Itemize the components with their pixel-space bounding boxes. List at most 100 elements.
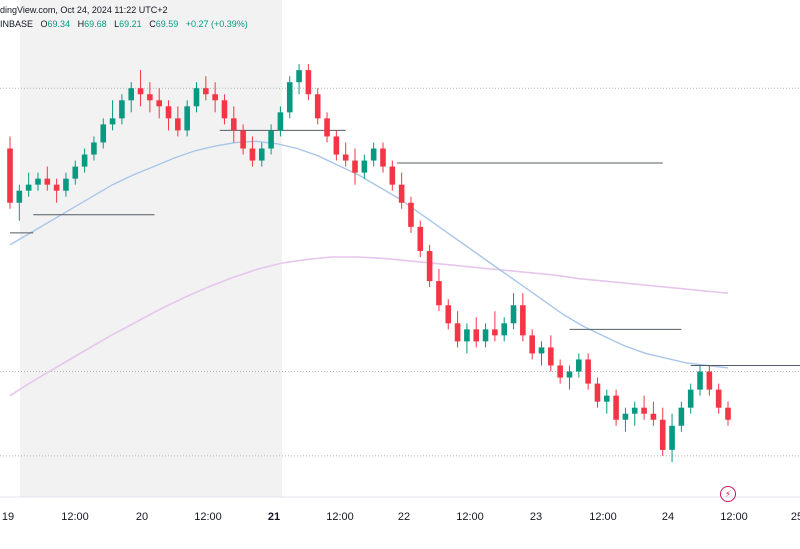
candle-body <box>576 359 582 372</box>
candle-body <box>100 124 107 143</box>
candle <box>557 359 563 384</box>
candle <box>296 64 302 95</box>
candle <box>538 341 545 366</box>
candle <box>240 124 246 155</box>
candle <box>725 401 731 426</box>
candle-body <box>230 118 237 131</box>
candle <box>91 136 97 161</box>
candle-body <box>426 250 433 282</box>
session-shade <box>20 0 282 497</box>
candle-body <box>631 407 638 414</box>
candle-body <box>594 383 601 402</box>
candle <box>669 413 675 462</box>
candle <box>380 142 386 173</box>
candle-body <box>445 305 452 324</box>
candle-body <box>72 166 79 179</box>
candle-body <box>212 94 218 101</box>
candle-body <box>147 94 153 101</box>
x-tick-label: 24 <box>662 511 674 523</box>
candle-body <box>641 407 647 414</box>
slow-moving-average-line <box>9 256 729 397</box>
candle-body <box>240 130 246 149</box>
candle-body <box>184 106 190 131</box>
candle-body <box>7 148 13 203</box>
candle <box>510 293 517 330</box>
candle-body <box>380 148 386 167</box>
candle-body <box>566 371 573 378</box>
fast-moving-average-line <box>9 140 729 369</box>
candle-body <box>473 329 480 342</box>
candle <box>482 323 489 348</box>
candle <box>398 172 405 209</box>
change-value: +0.27 (+0.39%) <box>185 19 248 29</box>
candle <box>35 172 41 191</box>
candle <box>72 160 79 185</box>
exchange-name: INBASE <box>0 19 34 29</box>
candle <box>53 178 60 203</box>
candle <box>678 401 685 432</box>
x-tick-label: 20 <box>136 511 148 523</box>
candle-body <box>669 425 675 450</box>
candle <box>603 389 610 414</box>
candle-body <box>193 88 200 107</box>
flash-icon[interactable]: ⚡ <box>720 486 736 502</box>
x-tick-label: 12:00 <box>456 511 484 523</box>
candle-body <box>44 178 51 185</box>
candle-body <box>725 407 731 420</box>
candle <box>417 220 424 257</box>
candle <box>314 88 321 125</box>
candle-body <box>454 323 461 342</box>
candle <box>454 311 461 348</box>
low-label: L <box>114 19 120 29</box>
candle <box>342 142 349 167</box>
candle <box>100 118 107 149</box>
candle <box>613 389 619 426</box>
candle-body <box>492 329 498 336</box>
candle-body <box>296 70 302 83</box>
candle-body <box>221 100 228 119</box>
candle-body <box>370 148 377 161</box>
candle <box>16 184 23 221</box>
candle <box>361 154 368 179</box>
candle-body <box>417 226 424 251</box>
candle <box>128 82 135 113</box>
candle <box>203 76 209 101</box>
candle-body <box>63 178 69 191</box>
x-tick-label: 12:00 <box>194 511 222 523</box>
candle <box>156 88 162 119</box>
candle <box>370 142 377 167</box>
candle-body <box>342 154 349 161</box>
candle-body <box>314 94 321 119</box>
candle <box>193 82 200 113</box>
candle-body <box>203 88 209 95</box>
close-label: C <box>149 19 156 29</box>
candle <box>445 299 452 330</box>
candle <box>333 130 340 161</box>
candle <box>426 244 433 288</box>
candle-body <box>25 184 32 191</box>
x-tick-label: 12:00 <box>720 511 748 523</box>
candle-body <box>305 70 312 95</box>
candle <box>566 365 573 390</box>
low-value: 69.21 <box>119 19 142 29</box>
candle <box>576 353 582 378</box>
x-tick-label: 25 <box>791 511 800 523</box>
candle <box>622 407 629 432</box>
open-label: O <box>40 19 48 29</box>
candle-body <box>715 389 722 408</box>
candle <box>212 82 218 113</box>
candle <box>44 166 51 191</box>
candle-body <box>137 88 144 95</box>
candle <box>147 82 153 113</box>
candle-body <box>510 305 517 324</box>
candle <box>697 365 703 396</box>
candle-body <box>361 160 368 173</box>
candle-body <box>258 148 265 161</box>
candle-body <box>389 166 396 185</box>
candle <box>221 94 228 125</box>
candle <box>268 124 274 155</box>
symbol-legend: dingView.com, Oct 24, 2024 11:22 UTC+2 I… <box>0 0 800 34</box>
candle-body <box>650 413 657 420</box>
